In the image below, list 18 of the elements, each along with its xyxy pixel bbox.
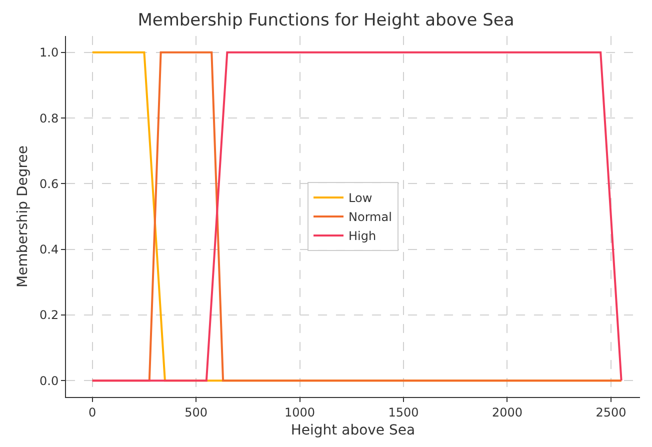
x-tick-label: 2000	[492, 405, 523, 420]
x-tick-label: 500	[184, 405, 208, 420]
y-tick-label: 0.8	[40, 111, 59, 126]
y-axis-title: Membership Degree	[15, 146, 32, 288]
chart-title: Membership Functions for Height above Sea	[138, 10, 514, 30]
y-tick-label: 0.6	[40, 176, 59, 191]
legend-label: High	[348, 229, 376, 244]
y-tick-label: 0.4	[40, 242, 59, 257]
y-tick-label: 1.0	[40, 46, 59, 60]
x-tick-label: 1000	[284, 405, 316, 420]
x-tick-label: 2500	[596, 405, 626, 420]
y-tick-label: 0.0	[40, 374, 59, 388]
y-tick-label: 0.2	[40, 308, 59, 322]
x-tick-label: 0	[88, 405, 96, 420]
legend-label: Normal	[348, 210, 392, 224]
x-tick-label: 1500	[388, 405, 419, 420]
x-axis-title: Height above Sea	[290, 422, 416, 439]
legend-label: Low	[348, 191, 372, 206]
